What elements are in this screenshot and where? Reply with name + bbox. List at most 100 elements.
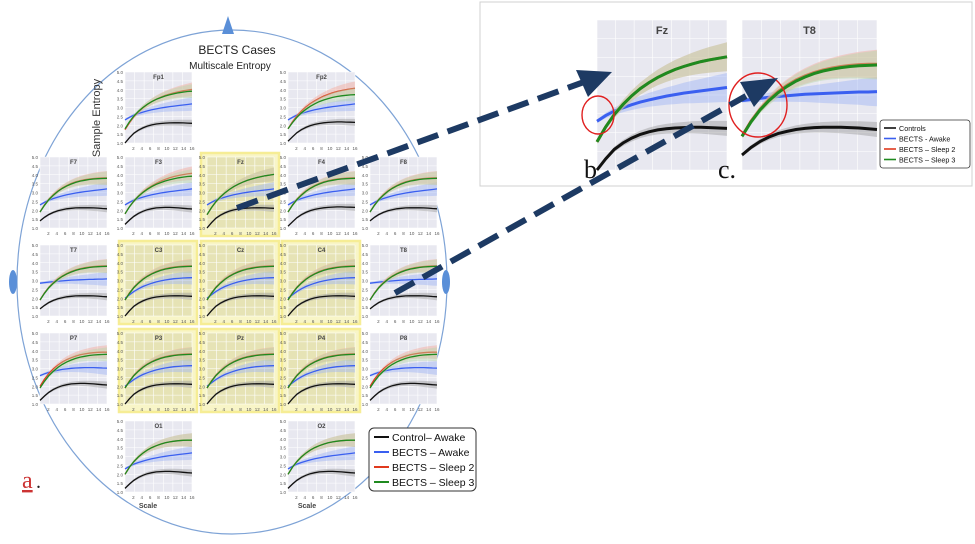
panel-t7: T7 5.0 4.5 4.0 3.5 3.0 2.5 2.0 1.5 1.0 2 4 6 8 10 12 14 1… — [32, 243, 110, 324]
y-tick-label: 4.5 — [117, 252, 124, 257]
y-tick-label: 3.5 — [32, 270, 39, 275]
series-line-control-awake — [206, 383, 275, 405]
y-tick-label: 4.5 — [362, 164, 369, 169]
y-tick-label: 1.0 — [32, 402, 39, 407]
series-line-bects-sleep-3 — [740, 63, 878, 138]
series-line-bects-awake — [369, 278, 438, 284]
y-tick-label: 3.5 — [199, 182, 206, 187]
legend-entry: BECTS – Awake — [392, 447, 470, 459]
y-tick-label: 5.0 — [280, 331, 287, 336]
x-tick-label: 16 — [352, 146, 358, 151]
x-tick-label: 2 — [377, 319, 380, 324]
band-bects-awake — [125, 270, 192, 300]
band-bects-sleep-3 — [125, 84, 192, 130]
x-tick-label: 10 — [164, 146, 170, 151]
band-control-awake — [207, 380, 274, 405]
band-bects-sleep-2 — [288, 259, 355, 301]
band-bects-sleep-2 — [40, 171, 107, 213]
x-tick-label: 2 — [377, 407, 380, 412]
band-bects-sleep-3 — [125, 433, 192, 476]
y-tick-label: 3.5 — [280, 270, 287, 275]
arrow-t8 — [393, 93, 748, 296]
y-tick-label: 2.5 — [280, 463, 287, 468]
channel-label: Fz — [237, 160, 244, 166]
band-control-awake — [288, 380, 355, 405]
x-tick-label: 10 — [327, 319, 333, 324]
x-tick-label: 12 — [88, 231, 94, 236]
x-tick-label: 8 — [239, 319, 242, 324]
band-bects-sleep-3 — [597, 42, 727, 144]
y-tick-label: 5.0 — [362, 243, 369, 248]
series-line-bects-sleep-3 — [39, 265, 108, 301]
y-tick-label: 4.0 — [32, 261, 39, 266]
series-line-bects-awake — [206, 277, 275, 299]
series-line-control-awake — [124, 470, 193, 489]
x-tick-label: 10 — [409, 319, 415, 324]
series-line-bects-sleep-3 — [206, 265, 275, 301]
x-tick-label: 2 — [214, 319, 217, 324]
y-tick-label: 1.5 — [117, 305, 124, 310]
x-tick-label: 12 — [336, 495, 342, 500]
y-tick-label: 3.0 — [280, 455, 287, 460]
y-tick-label: 3.5 — [117, 358, 124, 363]
series-line-bects-awake — [741, 90, 878, 103]
y-tick-label: 2.5 — [362, 199, 369, 204]
band-bects-sleep-2 — [288, 433, 355, 476]
x-tick-label: 10 — [409, 231, 415, 236]
y-tick-label: 4.5 — [199, 252, 206, 257]
y-tick-label: 1.5 — [280, 305, 287, 310]
panel-fz: Fz — [595, 19, 728, 172]
series-line-control-awake — [39, 295, 108, 310]
y-tick-label: 1.5 — [362, 305, 369, 310]
y-axis-label: Sample Entropy — [91, 78, 103, 157]
x-tick-label: 8 — [402, 231, 405, 236]
y-tick-label: 2.0 — [280, 472, 287, 477]
x-tick-label: 14 — [344, 146, 350, 151]
y-tick-label: 2.5 — [32, 199, 39, 204]
series-line-bects-sleep-3 — [39, 177, 108, 213]
x-tick-label: 12 — [336, 407, 342, 412]
y-tick-label: 5.0 — [280, 155, 287, 160]
x-tick-label: 12 — [88, 319, 94, 324]
x-tick-label: 12 — [336, 319, 342, 324]
x-tick-label: 14 — [96, 407, 102, 412]
x-tick-label: 12 — [173, 231, 179, 236]
panel-c3: C3 5.0 4.5 4.0 3.5 3.0 2.5 2.0 1.5 1.0 2 4 6 8 10 12 14 1… — [117, 243, 195, 324]
y-tick-label: 4.0 — [362, 349, 369, 354]
x-tick-label: 4 — [140, 319, 143, 324]
channel-label: Pz — [237, 336, 244, 342]
x-tick-label: 12 — [336, 231, 342, 236]
y-tick-label: 4.5 — [280, 164, 287, 169]
y-tick-label: 1.0 — [117, 490, 124, 495]
y-tick-label: 3.0 — [199, 367, 206, 372]
x-tick-label: 6 — [149, 231, 152, 236]
panel-p4: P4 5.0 4.5 4.0 3.5 3.0 2.5 2.0 1.5 1.0 2 4 6 8 10 12 14 1… — [280, 331, 358, 412]
band-bects-sleep-3 — [125, 259, 192, 301]
x-tick-label: 14 — [426, 407, 432, 412]
y-tick-label: 1.0 — [32, 226, 39, 231]
x-tick-label: 8 — [72, 231, 75, 236]
y-tick-label: 3.5 — [32, 358, 39, 363]
x-tick-label: 12 — [418, 407, 424, 412]
y-tick-label: 2.5 — [32, 375, 39, 380]
y-tick-label: 2.0 — [117, 472, 124, 477]
x-tick-label: 12 — [173, 146, 179, 151]
series-line-bects-sleep-3 — [124, 353, 193, 389]
series-line-control-awake — [287, 121, 356, 142]
x-tick-label: 8 — [157, 495, 160, 500]
y-tick-label: 1.0 — [362, 402, 369, 407]
x-tick-label: 6 — [231, 231, 234, 236]
band-bects-awake — [370, 361, 437, 377]
band-bects-awake — [370, 272, 437, 286]
band-bects-sleep-3 — [125, 347, 192, 389]
channel-label: P4 — [318, 336, 326, 342]
x-tick-label: 4 — [55, 407, 58, 412]
y-tick-label: 1.5 — [280, 393, 287, 398]
x-tick-label: 16 — [271, 319, 277, 324]
x-tick-label: 14 — [96, 231, 102, 236]
x-tick-label: 4 — [222, 231, 225, 236]
series-line-bects-sleep-2 — [287, 87, 356, 130]
band-control-awake — [370, 292, 437, 310]
x-tick-label: 16 — [104, 231, 110, 236]
